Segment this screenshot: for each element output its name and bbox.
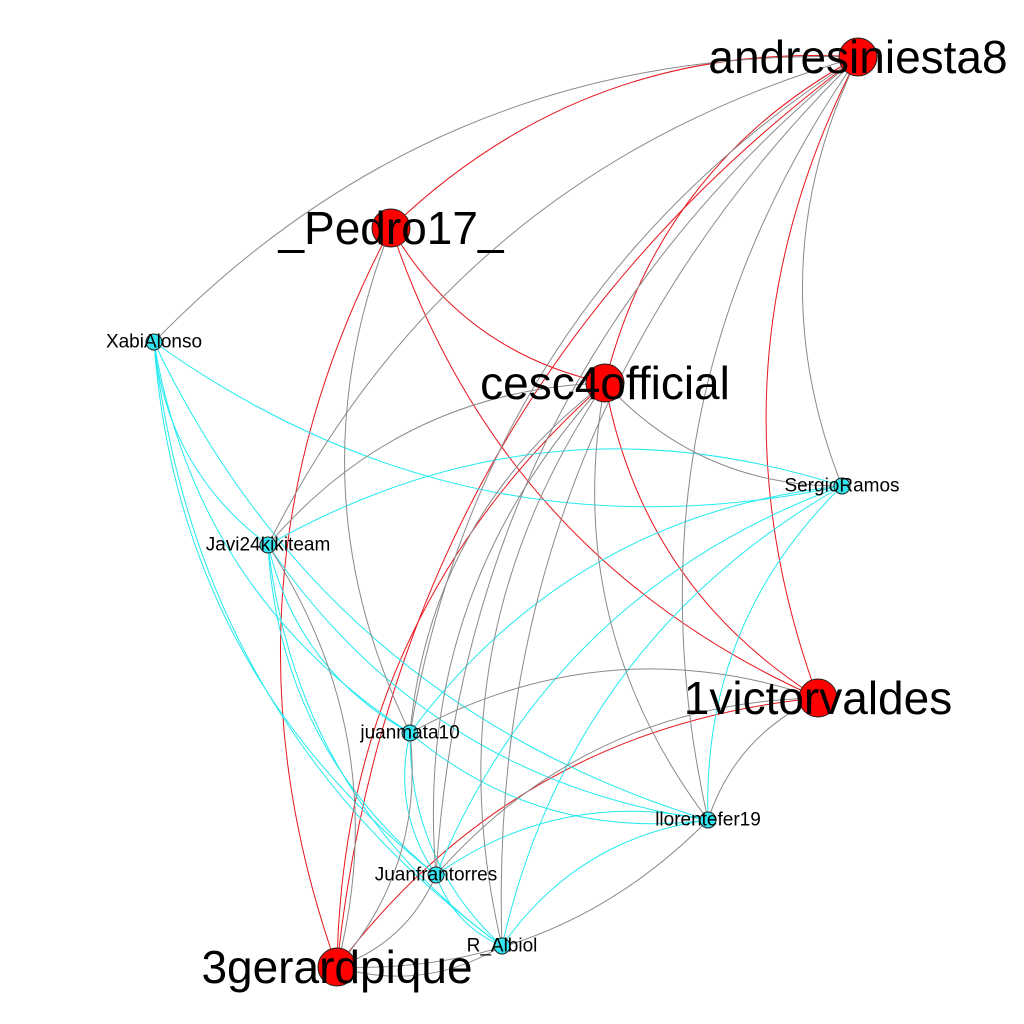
edge-llorentefer19-Juanfrantorres xyxy=(435,810,709,876)
edge-juanmata10-Juanfrantorres xyxy=(404,732,437,876)
edge-cesc4official-Javi24kikiteam xyxy=(267,382,606,546)
node-label-3gerardpique: 3gerardpique xyxy=(201,941,472,993)
edge-andresiniesta8-Juanfrantorres xyxy=(435,56,859,876)
edge-SergioRamos-Javi24kikiteam xyxy=(267,448,843,546)
edge-Juanfrantorres-R_Albiol xyxy=(435,874,503,947)
edge-juanmata10-R_Albiol xyxy=(409,732,503,947)
node-label-XabiAlonso: XabiAlonso xyxy=(106,332,202,353)
edge-1victorvaldes-juanmata10 xyxy=(409,668,819,734)
edge-3gerardpique-Javi24kikiteam xyxy=(267,544,356,968)
edge-andresiniesta8-llorentefer19 xyxy=(681,56,859,821)
edge-1victorvaldes-3gerardpique xyxy=(336,697,819,968)
labels-layer: andresiniesta8 _Pedro17_ cesc4official 1vic… xyxy=(106,31,1008,993)
edge-juanmata10-llorentefer19 xyxy=(409,732,709,825)
edge-SergioRamos-R_Albiol xyxy=(501,485,843,947)
edge-_Pedro17_-cesc4official xyxy=(390,227,606,384)
node-3gerardpique[interactable] xyxy=(317,947,357,987)
edge-andresiniesta8-R_Albiol xyxy=(500,56,859,947)
edge-andresiniesta8-SergioRamos xyxy=(801,56,859,487)
edge-_Pedro17_-1victorvaldes xyxy=(390,227,819,699)
node-Javi24kikiteam[interactable] xyxy=(259,536,277,554)
edge-XabiAlonso-juanmata10 xyxy=(153,341,411,734)
edge-cesc4official-R_Albiol xyxy=(480,382,606,947)
edges-layer xyxy=(153,55,859,977)
edge-_Pedro17_-juanmata10 xyxy=(344,227,411,734)
edge-3gerardpique-R_Albiol xyxy=(336,945,503,977)
edge-1victorvaldes-llorentefer19 xyxy=(707,697,819,821)
node-label-andresiniesta8: andresiniesta8 xyxy=(708,31,1007,83)
node-R_Albiol[interactable] xyxy=(493,937,511,955)
edge-Javi24kikiteam-juanmata10 xyxy=(267,544,411,734)
nodes-layer xyxy=(145,37,878,987)
node-label-R_Albiol: R_Albiol xyxy=(467,936,538,957)
edge-SergioRamos-llorentefer19 xyxy=(707,485,843,821)
edge-andresiniesta8-1victorvaldes xyxy=(765,56,859,699)
node-Juanfrantorres[interactable] xyxy=(427,866,445,884)
node-label-Javi24kikiteam: Javi24kikiteam xyxy=(206,535,331,556)
edge-3gerardpique-juanmata10 xyxy=(336,732,413,968)
edge-Javi24kikiteam-llorentefer19 xyxy=(267,544,709,821)
edge-SergioRamos-Juanfrantorres xyxy=(435,485,843,876)
edge-XabiAlonso-llorentefer19 xyxy=(153,341,709,821)
edge-cesc4official-3gerardpique xyxy=(336,382,606,968)
edge-llorentefer19-R_Albiol xyxy=(501,819,709,947)
node-SergioRamos[interactable] xyxy=(833,477,851,495)
edge-_Pedro17_-3gerardpique xyxy=(279,227,392,968)
node-label-_Pedro17_: _Pedro17_ xyxy=(277,202,504,254)
edge-XabiAlonso-Javi24kikiteam xyxy=(153,341,269,546)
node-label-juanmata10: juanmata10 xyxy=(359,723,459,744)
edge-Javi24kikiteam-Juanfrantorres xyxy=(267,544,437,876)
edge-andresiniesta8-Javi24kikiteam xyxy=(267,56,859,546)
edge-1victorvaldes-Juanfrantorres xyxy=(435,697,819,876)
node-1victorvaldes[interactable] xyxy=(798,678,838,718)
node-label-SergioRamos: SergioRamos xyxy=(784,476,899,497)
edge-andresiniesta8-cesc4official xyxy=(604,56,859,384)
node-andresiniesta8[interactable] xyxy=(838,37,878,77)
edge-andresiniesta8-XabiAlonso xyxy=(153,56,859,343)
node-juanmata10[interactable] xyxy=(401,724,419,742)
node-label-Juanfrantorres: Juanfrantorres xyxy=(375,865,498,886)
edge-andresiniesta8-juanmata10 xyxy=(409,56,859,734)
node-XabiAlonso[interactable] xyxy=(145,333,163,351)
edge-andresiniesta8-_Pedro17_ xyxy=(390,55,859,229)
edge-cesc4official-SergioRamos xyxy=(604,382,843,487)
node-label-1victorvaldes: 1victorvaldes xyxy=(684,672,952,724)
edge-cesc4official-Juanfrantorres xyxy=(432,382,606,876)
edge-cesc4official-llorentefer19 xyxy=(594,382,709,821)
node-label-cesc4official: cesc4official xyxy=(480,357,730,409)
edge-cesc4official-juanmata10 xyxy=(409,382,606,734)
edge-Javi24kikiteam-R_Albiol xyxy=(267,544,503,947)
node-_Pedro17_[interactable] xyxy=(371,208,411,248)
edge-XabiAlonso-Juanfrantorres xyxy=(153,341,437,876)
edge-XabiAlonso-R_Albiol xyxy=(153,341,503,947)
node-cesc4official[interactable] xyxy=(585,363,625,403)
edge-XabiAlonso-SergioRamos xyxy=(153,341,843,508)
node-llorentefer19[interactable] xyxy=(699,811,717,829)
node-label-llorentefer19: llorentefer19 xyxy=(655,810,761,831)
edge-3gerardpique-llorentefer19 xyxy=(336,819,709,968)
edge-cesc4official-1victorvaldes xyxy=(604,382,819,699)
